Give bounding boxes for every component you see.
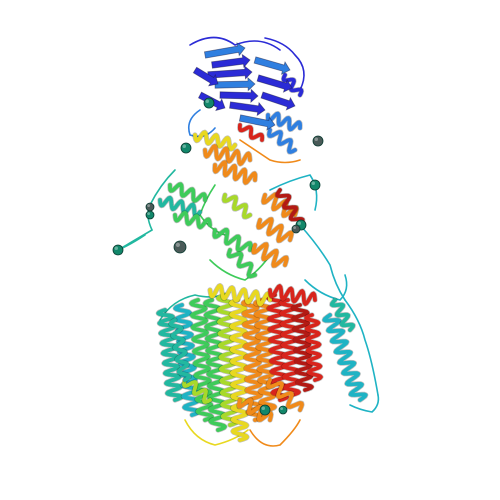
ligand-sphere-highlight [280,407,283,410]
ligand-sphere-highlight [175,242,180,247]
coil-loop [117,229,153,251]
helix [261,192,299,218]
ligand-sphere [309,179,321,191]
helix [256,217,294,243]
beta-strand [256,74,293,93]
ligand-sphere-highlight [297,221,301,225]
helix [268,284,317,306]
ligand-sphere [312,135,324,147]
beta-strand [238,114,276,131]
helix [156,308,184,402]
coil-loop [344,299,379,396]
beta-strand [211,53,251,69]
beta-strand [207,65,253,80]
ligand-sphere-highlight [114,246,118,250]
helix [212,227,253,253]
helix [168,318,192,382]
helix [291,303,314,392]
beta-strand [229,101,266,117]
ligand-sphere-highlight [261,406,265,410]
helix [229,298,249,442]
beta-strand [219,88,259,104]
ligand-spheres [112,97,324,416]
coil-loop [299,224,346,301]
helix [173,303,201,417]
coil-loop [264,37,305,91]
helix [279,298,301,397]
coil-loop [187,109,216,138]
ligand-sphere [180,142,192,154]
beta-strand [203,42,246,59]
helix [236,398,274,422]
ligand-sphere-highlight [182,144,186,148]
ligand-sphere-highlight [205,99,209,103]
beta-strand [260,91,296,111]
helix [267,128,297,154]
coil-loop [269,174,318,211]
coil-loop [349,394,380,413]
ligand-sphere-highlight [147,212,151,216]
helix [193,130,237,151]
coil-loop [189,36,281,51]
helix [329,298,356,332]
helix [158,195,202,218]
beta-strand [192,66,219,87]
coil-loop [304,274,348,301]
ligand-sphere [259,404,271,416]
beta-strand [253,56,291,75]
helix [281,73,304,97]
helix [322,313,368,402]
coil-loop [239,139,301,164]
helix [173,210,212,230]
coil-loop [209,254,271,281]
helix [226,248,257,279]
ligand-sphere [291,224,301,234]
helix [237,123,265,142]
helix [266,378,304,412]
helix [182,378,212,404]
beta-strand [214,76,256,92]
helix [203,144,252,166]
ligand-sphere [278,405,288,415]
ligand-sphere [145,202,155,212]
alpha-helices [155,72,369,443]
ligand-sphere-highlight [314,137,318,141]
helix [304,313,323,382]
helix [189,298,214,422]
ligand-sphere [173,240,187,254]
helix [208,283,272,307]
ligand-sphere [203,97,215,109]
helix [266,111,302,132]
ligand-sphere-highlight [147,204,151,208]
helix [212,160,258,185]
ligand-sphere [112,244,124,256]
ligand-sphere [145,210,155,220]
helix [222,193,252,219]
coil-loop [249,419,301,447]
helix [168,182,207,203]
helix [251,242,289,268]
helix [275,188,305,227]
ligand-sphere-highlight [311,181,315,185]
ligand-sphere-highlight [293,226,296,230]
